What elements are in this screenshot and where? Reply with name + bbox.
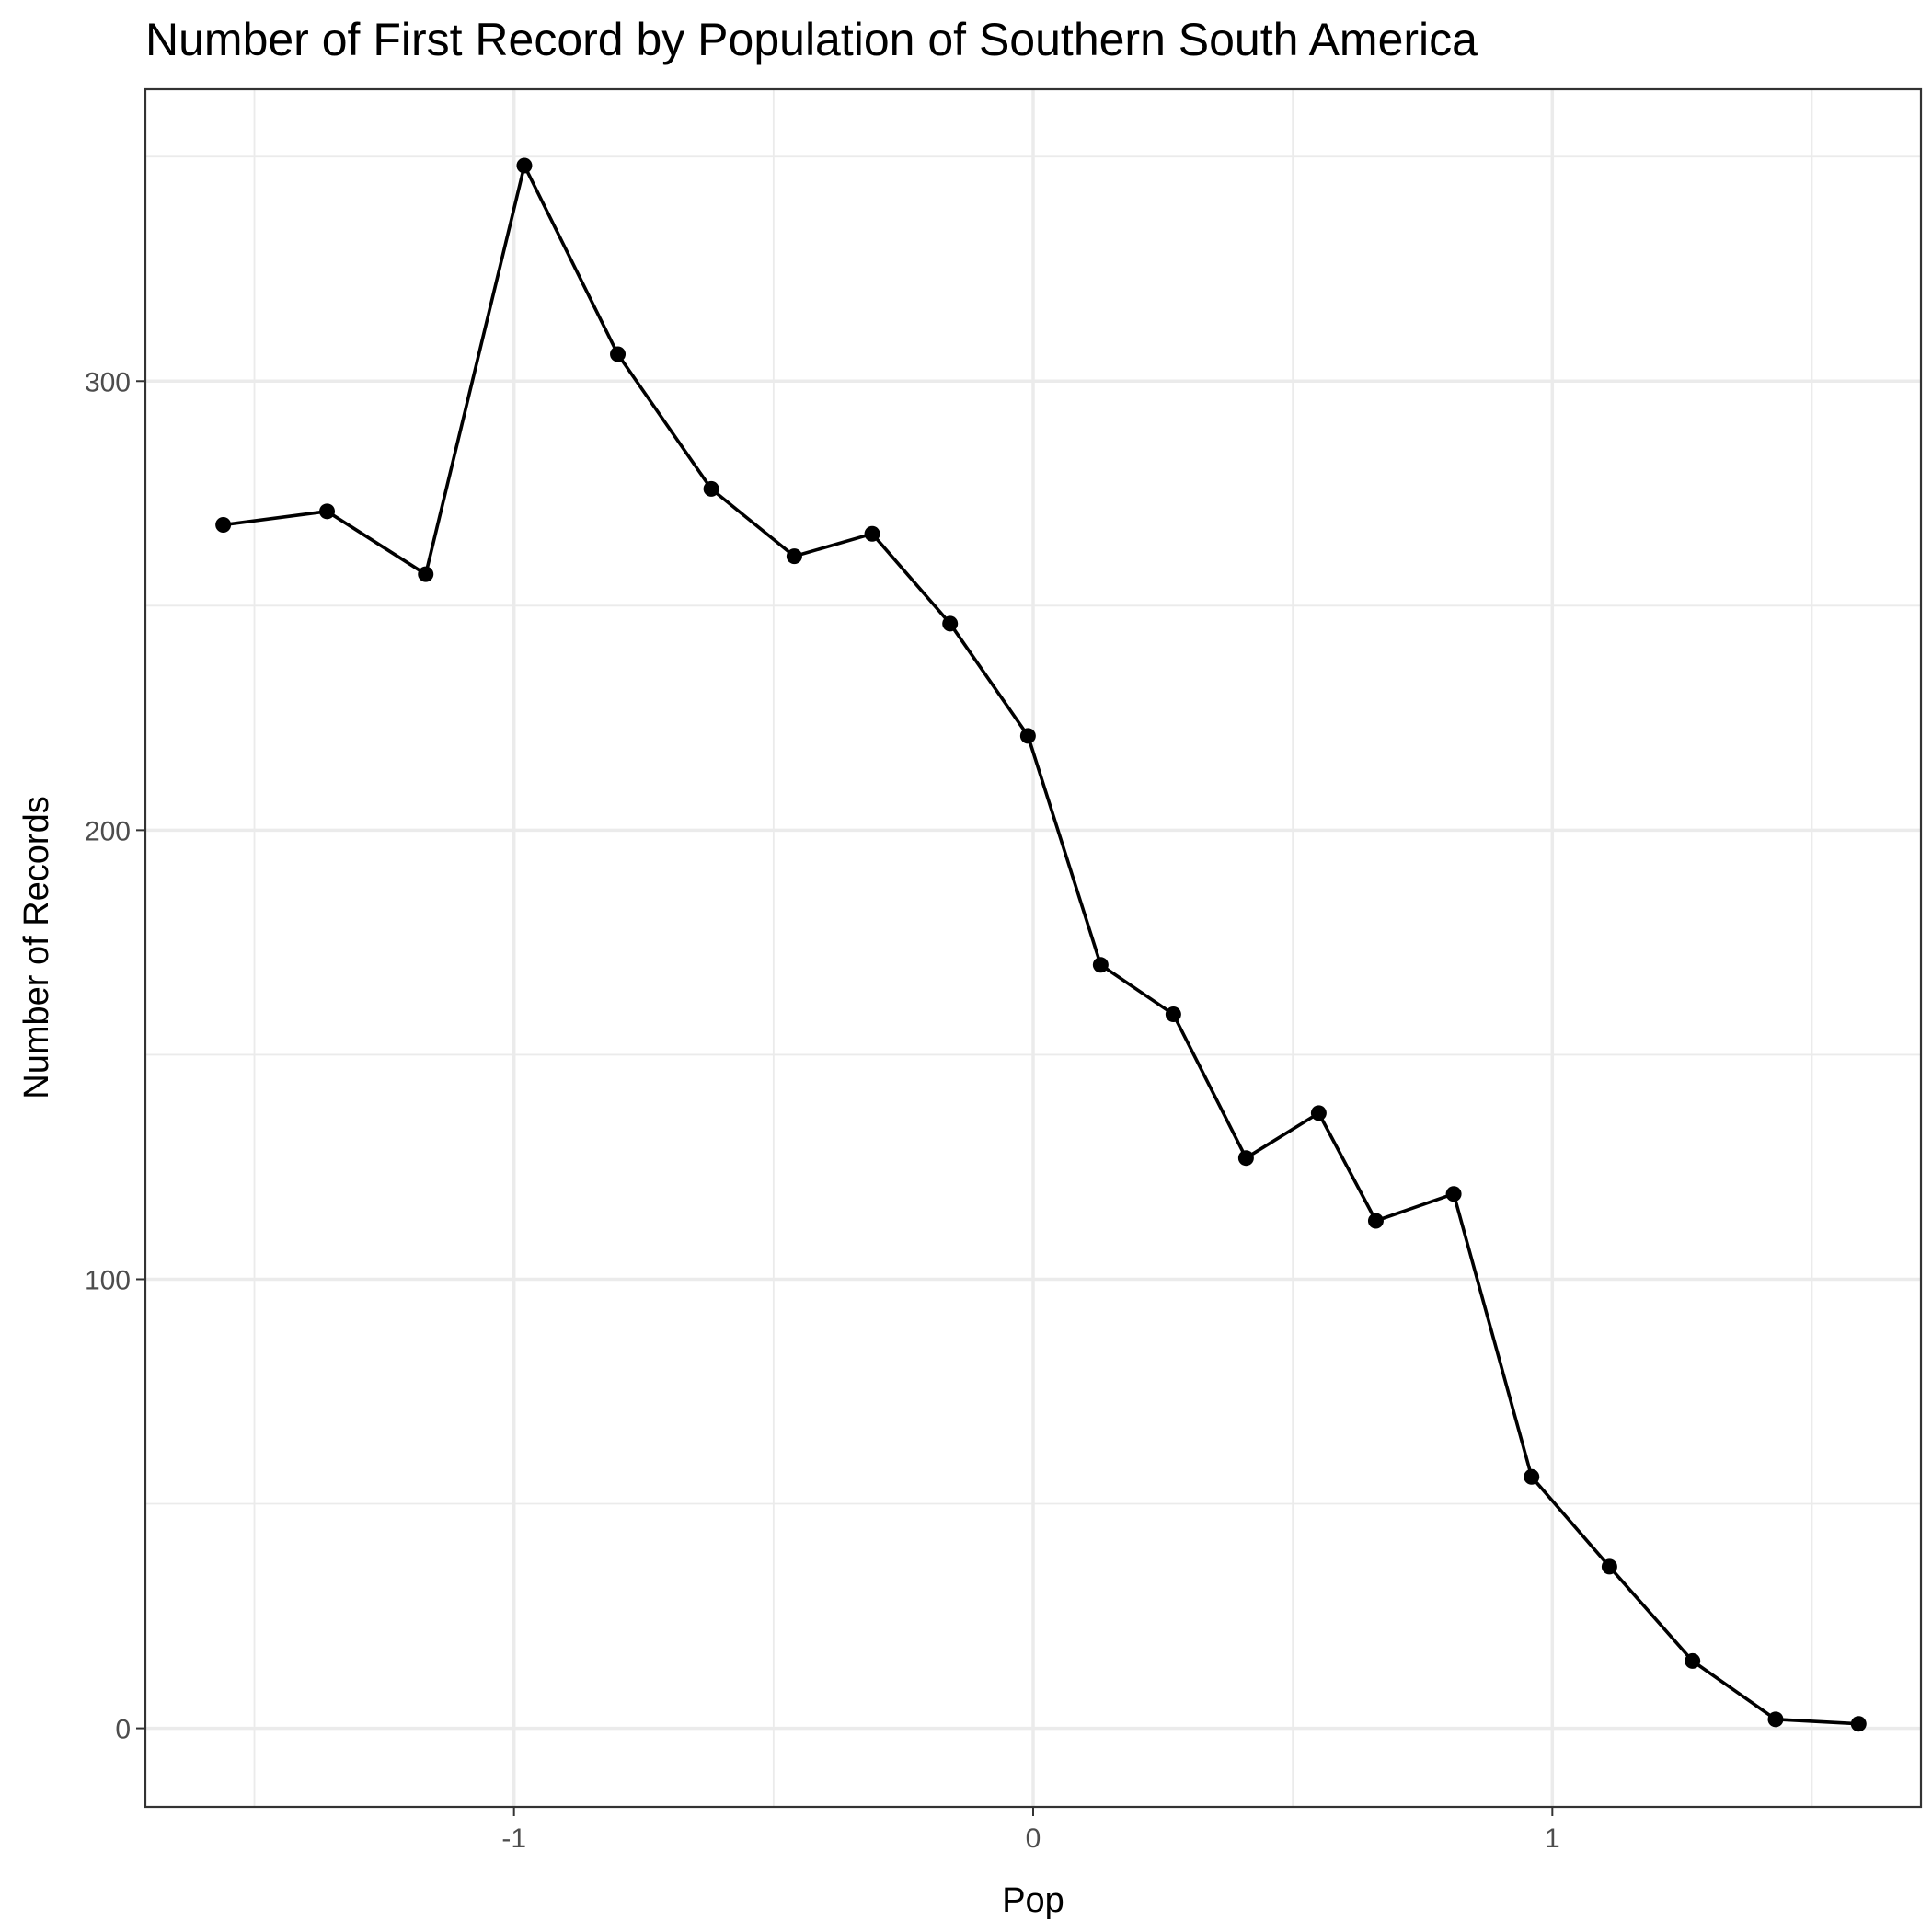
data-point [1850, 1716, 1867, 1732]
data-point [610, 346, 627, 362]
chart-title: Number of First Record by Population of … [145, 14, 1478, 65]
data-point [864, 525, 880, 542]
data-point [1767, 1711, 1784, 1728]
data-point [1092, 957, 1109, 973]
data-point [1019, 728, 1036, 744]
x-tick-label: 0 [1026, 1823, 1041, 1854]
grid-lines [145, 89, 1921, 1807]
y-tick-label: 100 [85, 1265, 131, 1295]
y-tick-label: 200 [85, 816, 131, 846]
x-tick-label: 1 [1545, 1823, 1560, 1854]
data-point [786, 548, 802, 565]
data-point [1237, 1150, 1254, 1167]
data-point [1310, 1105, 1327, 1121]
y-tick-label: 300 [85, 367, 131, 397]
data-point [516, 157, 533, 174]
data-point [1165, 1006, 1181, 1022]
data-point [1601, 1558, 1617, 1575]
data-point [319, 503, 336, 520]
data-point [215, 516, 232, 533]
data-point [1524, 1468, 1540, 1485]
data-series [215, 157, 1867, 1732]
data-point [703, 480, 719, 497]
y-axis-title: Number of Records [17, 796, 56, 1098]
data-point [1445, 1186, 1462, 1202]
x-axis-title: Pop [1002, 1881, 1064, 1920]
data-point [418, 566, 434, 582]
y-tick-label: 0 [115, 1715, 131, 1745]
x-tick-label: -1 [501, 1823, 526, 1854]
data-point [942, 615, 959, 632]
data-point [1367, 1213, 1384, 1229]
data-point [1685, 1652, 1701, 1669]
axis-ticks: -1 0 1 0 100 200 300 [85, 367, 1560, 1854]
